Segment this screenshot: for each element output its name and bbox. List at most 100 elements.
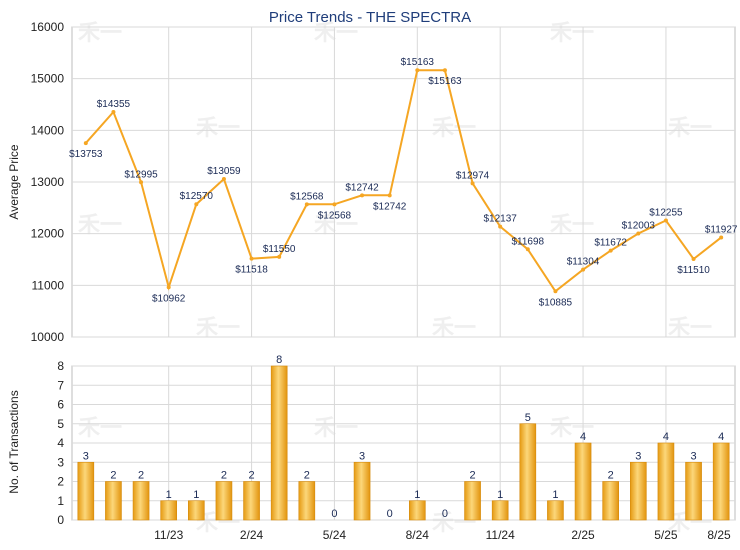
- price-data-label: $12995: [124, 169, 158, 180]
- price-data-label: $11510: [677, 265, 710, 276]
- price-data-label: $13753: [69, 149, 103, 160]
- price-point: [277, 254, 282, 259]
- price-data-label: $11304: [567, 257, 600, 268]
- transaction-data-label: 3: [635, 450, 641, 462]
- transaction-bar: [712, 442, 730, 521]
- transaction-bar: [298, 481, 316, 521]
- watermark-mark: 禾一: [432, 315, 476, 340]
- x-tick-label: 8/24: [406, 528, 430, 542]
- transaction-bar: [491, 500, 509, 521]
- price-point: [719, 235, 724, 240]
- transaction-bar: [160, 500, 177, 521]
- watermark-mark: 禾一: [550, 212, 594, 237]
- transaction-data-label: 2: [608, 470, 614, 482]
- price-data-label: $15163: [401, 57, 435, 68]
- price-line-panel: 10000 11000 12000 13000 14000 15000 16000 $1375…: [31, 20, 738, 344]
- price-data-label: $11927: [705, 224, 738, 235]
- transaction-data-label: 4: [718, 431, 724, 443]
- transaction-data-label: 0: [387, 508, 393, 520]
- bottom-y-tick-label: 8: [57, 359, 64, 373]
- transaction-bar: [602, 481, 619, 521]
- price-data-label: $12568: [318, 210, 352, 221]
- x-tick-label: 5/24: [323, 528, 347, 542]
- bottom-y-axis-label: No. of Transactions: [7, 390, 21, 493]
- top-y-tick-label: 12000: [31, 227, 65, 241]
- price-data-label: $12742: [373, 201, 407, 212]
- watermark-mark: 禾一: [668, 315, 712, 340]
- price-data-label: $11518: [235, 265, 268, 276]
- watermark-mark: 禾一: [668, 115, 712, 140]
- transaction-data-label: 2: [470, 470, 476, 482]
- top-y-tick-label: 14000: [31, 123, 65, 137]
- transaction-bar: [215, 481, 233, 521]
- bottom-y-tick-label: 1: [57, 494, 64, 508]
- transaction-data-label: 8: [276, 354, 282, 366]
- price-point: [608, 248, 613, 253]
- watermark-mark: 禾一: [78, 212, 122, 237]
- price-data-label: $10962: [152, 293, 186, 304]
- transaction-bar: [77, 461, 95, 521]
- watermark-mark: 禾一: [314, 20, 358, 45]
- bottom-y-tick-label: 3: [57, 455, 64, 469]
- price-point: [442, 68, 447, 73]
- x-tick-label: 8/25: [707, 528, 731, 542]
- price-data-label: $11698: [511, 236, 544, 247]
- price-point: [332, 202, 337, 207]
- top-y-tick-label: 15000: [31, 72, 65, 86]
- transaction-bar: [270, 365, 288, 521]
- price-point: [470, 181, 475, 186]
- price-point: [387, 193, 392, 198]
- transaction-bar: [188, 500, 205, 521]
- price-point: [525, 247, 530, 252]
- transaction-bar: [630, 461, 647, 521]
- x-tick-label: 11/23: [154, 528, 183, 542]
- transaction-data-label: 2: [249, 470, 255, 482]
- bottom-y-tick-label: 5: [57, 417, 64, 431]
- chart-title: Price Trends - THE SPECTRA: [269, 9, 471, 26]
- price-series-line: [85, 69, 722, 293]
- price-point: [581, 267, 586, 272]
- price-data-label: $13059: [207, 166, 241, 177]
- transaction-bar: [547, 500, 564, 521]
- transaction-bar: [243, 481, 260, 521]
- watermark-mark: 禾一: [196, 315, 240, 340]
- watermark-mark: 禾一: [314, 415, 358, 440]
- top-y-tick-label: 13000: [31, 175, 65, 189]
- transaction-bar: [464, 481, 481, 521]
- watermark-mark: 禾一: [78, 20, 122, 45]
- price-point: [249, 256, 254, 261]
- top-y-axis-label: Average Price: [7, 144, 21, 219]
- transaction-data-label: 3: [359, 450, 365, 462]
- price-point: [663, 218, 668, 223]
- transaction-bar: [574, 442, 592, 521]
- transaction-data-label: 0: [331, 508, 337, 520]
- bottom-y-tick-label: 2: [57, 475, 64, 489]
- price-point: [304, 202, 309, 207]
- transaction-data-label: 4: [663, 431, 669, 443]
- watermark-mark: 禾一: [314, 212, 358, 237]
- transaction-data-label: 2: [221, 470, 227, 482]
- bottom-y-tick-label: 7: [57, 378, 64, 392]
- price-point: [415, 68, 420, 73]
- price-point: [139, 180, 144, 185]
- x-tick-label: 5/25: [654, 528, 678, 542]
- watermark-mark: 禾一: [550, 20, 594, 45]
- price-data-label: $12974: [456, 170, 490, 181]
- price-point: [636, 231, 641, 236]
- price-point: [166, 285, 171, 290]
- transaction-data-label: 5: [525, 412, 531, 424]
- transaction-bar: [132, 481, 150, 521]
- transaction-data-label: 1: [497, 489, 503, 501]
- price-data-label: $12003: [622, 221, 656, 232]
- price-data-label: $12742: [345, 182, 379, 193]
- transaction-data-label: 3: [83, 450, 89, 462]
- watermark-mark: 禾一: [196, 115, 240, 140]
- x-tick-label: 2/24: [240, 528, 264, 542]
- transaction-data-label: 1: [193, 489, 199, 501]
- price-data-label: $12570: [180, 191, 214, 202]
- watermark-mark: 禾一: [78, 415, 122, 440]
- transaction-bar: [105, 481, 122, 521]
- price-point: [83, 141, 88, 146]
- price-data-label: $15163: [428, 76, 462, 87]
